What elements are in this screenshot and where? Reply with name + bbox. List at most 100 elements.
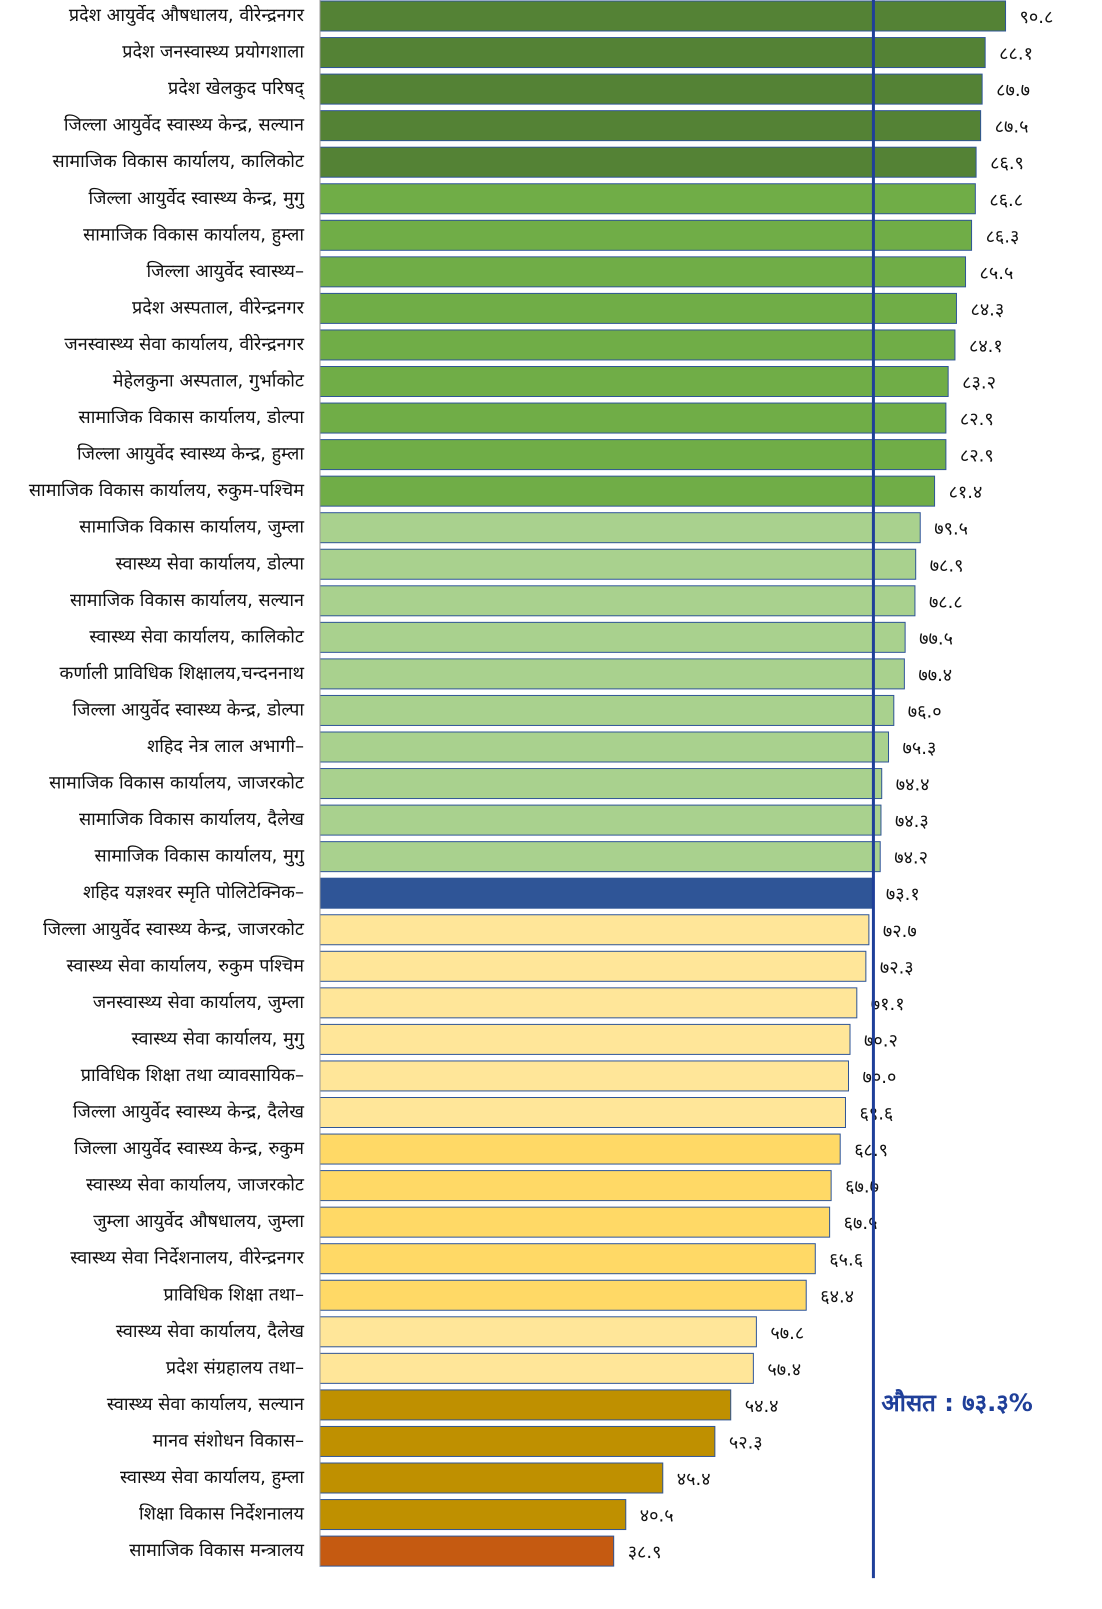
bar: [319, 841, 881, 873]
category-label: जिल्ला आयुर्वेद स्वास्थ्य केन्द्र, हुम्ल…: [77, 443, 304, 466]
value-label: ७८.९: [930, 555, 964, 576]
bar: [319, 694, 895, 726]
bar: [319, 183, 976, 215]
bar: [319, 877, 873, 909]
category-label: प्रदेश आयुर्वेद औषधालय, वीरेन्द्रनगर: [69, 4, 305, 26]
value-label: ९०.८: [1020, 7, 1054, 28]
bar: [319, 475, 936, 507]
category-label: जिल्ला आयुर्वेद स्वास्थ्य–: [146, 260, 304, 282]
category-label: शहिद यज्ञश्वर स्मृति पोलिटेक्निक–: [83, 881, 304, 903]
bar: [319, 1206, 831, 1238]
value-label: ८४.१: [969, 336, 1003, 357]
bar: [319, 110, 982, 142]
bar: [319, 219, 973, 251]
category-label: जिल्ला आयुर्वेद स्वास्थ्य केन्द्र, जाजरक…: [43, 918, 305, 940]
category-label: शहिद नेत्र लाल अभागी–: [147, 735, 304, 757]
value-label: ४५.४: [677, 1469, 711, 1490]
value-label: ७७.४: [918, 665, 952, 686]
value-label: ७२.३: [880, 957, 914, 978]
category-label: स्वास्थ्य सेवा कार्यालय, रुकुम पश्चिम: [67, 954, 306, 976]
value-label: ८६.८: [989, 190, 1023, 211]
category-label: स्वास्थ्य सेवा कार्यालय, हुम्ला: [120, 1466, 304, 1489]
value-label: ७२.७: [883, 921, 917, 942]
category-label: प्राविधिक शिक्षा तथा व्यावसायिक–: [81, 1064, 304, 1086]
bar: [319, 804, 882, 836]
bar: [319, 37, 986, 69]
category-label: स्वास्थ्य सेवा कार्यालय, कालिकोट: [89, 625, 304, 647]
category-label: जिल्ला आयुर्वेद स्वास्थ्य केन्द्र, मुगु: [88, 187, 305, 209]
bar: [319, 950, 867, 982]
category-label: सामाजिक विकास कार्यालय, दैलेख: [79, 808, 304, 830]
average-label: औसत : ७३.३%: [881, 1389, 1032, 1417]
value-label: ८२.९: [960, 409, 994, 430]
value-label: ६४.४: [820, 1286, 854, 1307]
bar: [319, 731, 890, 763]
bar: [319, 914, 870, 946]
category-label: कर्णाली प्राविधिक शिक्षालय,चन्दननाथ: [60, 662, 305, 684]
bar: [319, 1352, 754, 1384]
bar: [319, 146, 977, 178]
value-label: ३८.९: [628, 1542, 662, 1563]
category-label: शिक्षा विकास निर्देशनालय: [139, 1503, 305, 1525]
value-label: ६५.६: [829, 1250, 863, 1271]
value-label: ८६.३: [986, 226, 1020, 247]
category-label: स्वास्थ्य सेवा कार्यालय, डोल्पा: [115, 552, 304, 574]
bar: [319, 329, 956, 361]
value-label: ५७.८: [770, 1323, 804, 1344]
category-label: स्वास्थ्य सेवा कार्यालय, जाजरकोट: [86, 1174, 305, 1196]
value-label: ७७.५: [919, 628, 953, 649]
value-label: ६७.५: [844, 1213, 878, 1234]
bar: [319, 1389, 732, 1421]
bar: [319, 987, 858, 1019]
bar: [319, 1425, 716, 1457]
category-label: स्वास्थ्य सेवा निर्देशनालय, वीरेन्द्रनगर: [70, 1247, 304, 1269]
value-label: ८६.९: [990, 153, 1024, 174]
bar: [319, 1133, 841, 1165]
bar: [319, 1097, 846, 1128]
bar: [319, 292, 957, 324]
category-label: सामाजिक विकास मन्त्रालय: [129, 1539, 304, 1561]
bar: [319, 1060, 849, 1092]
bar: [319, 0, 1007, 32]
value-label: ८७.५: [995, 117, 1029, 138]
category-label: सामाजिक विकास कार्यालय, हुम्ला: [83, 223, 304, 246]
category-label: मेहेलकुना अस्पताल, गुर्भाकोट: [113, 370, 305, 392]
value-label: ६८.९: [854, 1140, 888, 1161]
category-label: प्रदेश संग्रहालय तथा–: [166, 1356, 304, 1378]
value-label: ७४.४: [896, 775, 930, 796]
bar: [319, 256, 967, 288]
value-label: ५४.४: [745, 1396, 779, 1417]
value-label: ५२.३: [729, 1432, 763, 1453]
value-label: ८१.४: [949, 482, 983, 503]
bar: [319, 1023, 851, 1055]
value-label: ७१.१: [871, 994, 905, 1015]
value-label: ७८.८: [929, 592, 963, 613]
bar: [319, 548, 917, 580]
value-label: ४०.५: [640, 1506, 674, 1527]
category-label: जिल्ला आयुर्वेद स्वास्थ्य केन्द्र, दैलेख: [73, 1101, 304, 1123]
bar: [319, 73, 983, 105]
bar: [319, 439, 947, 471]
bar: [319, 1462, 664, 1494]
category-label: जिल्ला आयुर्वेद स्वास्थ्य केन्द्र, डोल्प…: [72, 698, 304, 720]
category-label: प्रदेश अस्पताल, वीरेन्द्रनगर: [132, 296, 305, 318]
value-label: ७४.२: [894, 848, 928, 869]
category-label: प्रदेश खेलकुद परिषद्: [168, 77, 306, 100]
bar: [319, 1279, 807, 1311]
value-label: ८२.९: [960, 446, 994, 467]
value-label: ७३.१: [886, 884, 920, 905]
category-label: प्राविधिक शिक्षा तथा–: [164, 1283, 304, 1305]
bar: [319, 1316, 757, 1348]
bar: [319, 658, 905, 690]
category-label: सामाजिक विकास कार्यालय, कालिकोट: [53, 150, 305, 172]
category-label: सामाजिक विकास कार्यालय, रुकुम-पश्चिम: [29, 479, 305, 501]
value-label: ६७.७: [845, 1177, 879, 1198]
bar: [319, 585, 916, 617]
value-label: ८७.७: [996, 80, 1030, 101]
category-label: जिल्ला आयुर्वेद स्वास्थ्य केन्द्र, रुकुम: [74, 1137, 305, 1159]
value-label: ८४.३: [970, 299, 1004, 320]
bar: [319, 1535, 615, 1567]
bar: [319, 621, 906, 653]
category-label: जनस्वास्थ्य सेवा कार्यालय, वीरेन्द्रनगर: [64, 333, 304, 355]
